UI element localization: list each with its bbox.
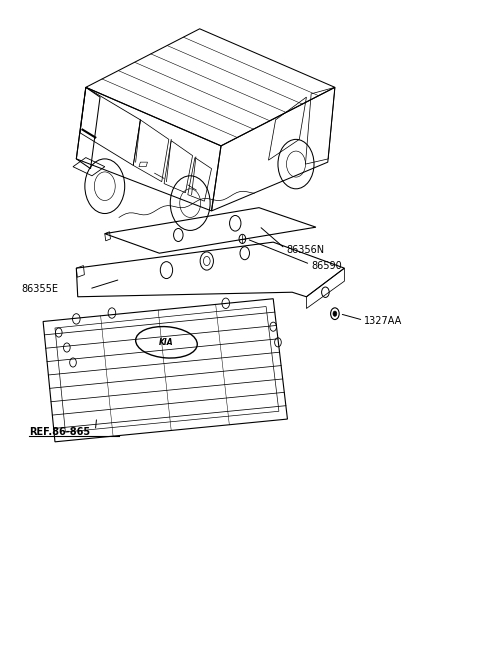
Text: 1327AA: 1327AA xyxy=(364,316,403,327)
Circle shape xyxy=(333,311,337,316)
Text: 86356N: 86356N xyxy=(286,245,324,255)
Text: 86590: 86590 xyxy=(311,260,342,270)
Text: KIA: KIA xyxy=(159,338,174,347)
Text: 86355E: 86355E xyxy=(22,284,59,294)
Text: REF.86-865: REF.86-865 xyxy=(29,427,90,437)
